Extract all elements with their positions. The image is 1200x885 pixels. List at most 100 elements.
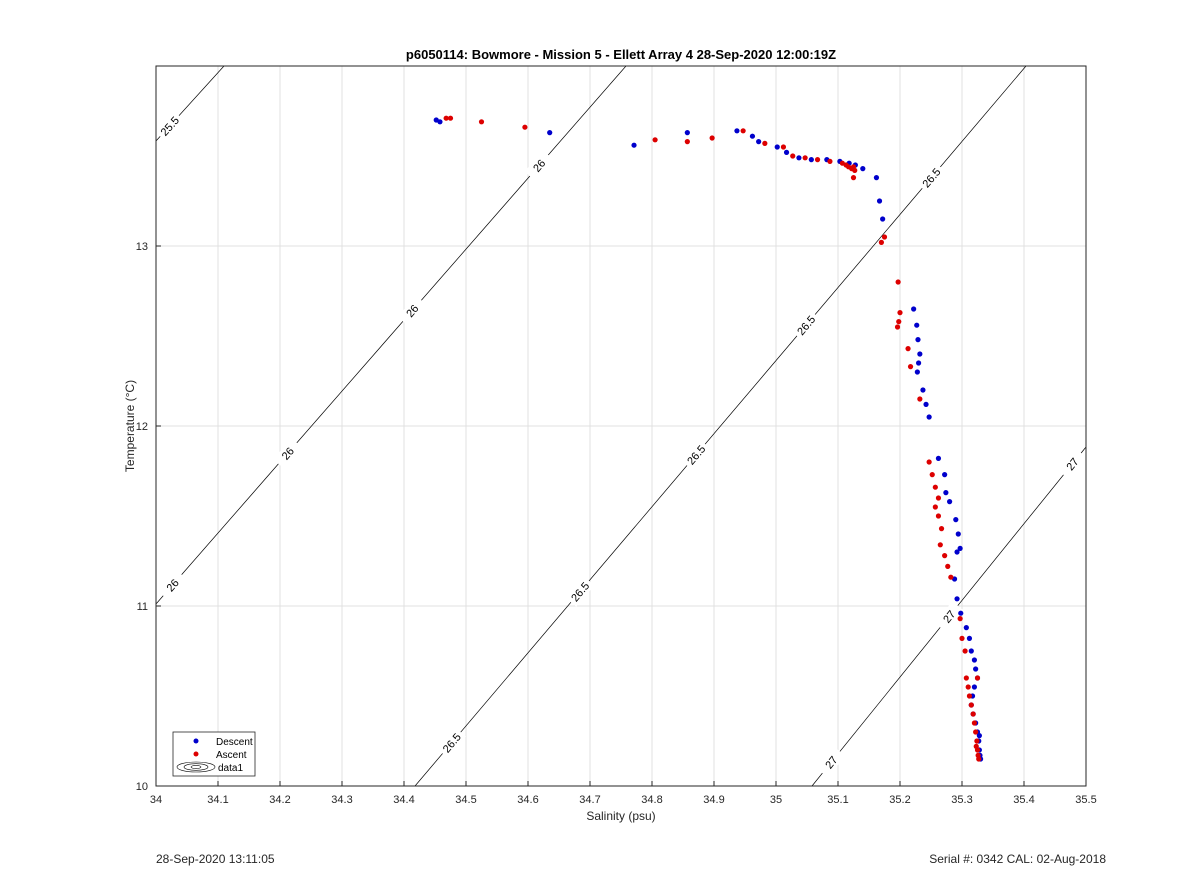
descent-point [808,157,814,163]
ascent-point [881,234,888,240]
ascent-point [963,675,969,681]
x-tick-label: 34.4 [393,794,414,806]
ascent-point [973,729,979,735]
ascent-point [932,504,938,510]
ascent-point [968,702,974,708]
ascent-point [652,137,658,143]
legend-data1-label: data1 [218,763,243,774]
contour-label-bg [565,576,595,607]
descent-point [957,545,963,552]
ascent-point [935,513,942,519]
x-tick-label: 34 [150,794,162,806]
contour-label-bg [157,570,187,601]
contour-label-bg [791,309,821,341]
ascent-point [974,675,981,681]
descent-point [631,142,637,148]
ascent-point [974,738,980,744]
ascent-point [942,553,948,559]
ascent-point [957,616,963,622]
x-tick-label: 34.7 [579,794,600,806]
ascent-point [932,484,938,490]
ascent-point [897,310,903,316]
ascent-point [814,157,821,163]
descent-point [966,635,973,642]
ascent-point [802,155,808,161]
contour-label: 27 [941,609,958,626]
footer-timestamp: 28-Sep-2020 13:11:05 [156,852,275,866]
ascent-point [709,135,715,141]
ascent-point [443,115,449,121]
legend: Descent Ascent data1 [172,731,256,777]
descent-point [920,387,926,393]
contour-label-bg [397,295,427,326]
ascent-point [780,144,787,150]
ascent-point [740,128,746,134]
footer-serial-cal: Serial #: 0342 CAL: 02-Aug-2018 [929,852,1106,866]
descent-point [756,139,762,145]
ascent-point [937,542,943,548]
descent-point [935,455,942,461]
descent-point [917,351,923,357]
contour-label-bg [934,601,964,632]
y-ticks: 10 11 12 13 [136,241,161,793]
grid [155,66,1087,787]
ascent-point [905,346,911,352]
x-tick-label: 34.6 [517,794,538,806]
ascent-point [962,648,968,654]
y-tick-label: 12 [136,421,148,433]
ascent-point [522,124,528,130]
descent-point [734,128,740,134]
x-tick-label: 34.3 [331,794,352,806]
ascent-point [478,119,485,125]
x-axis-label: Salinity (psu) [586,809,655,823]
descent-point [923,401,929,407]
descent-point [915,337,921,343]
descent-point [914,369,920,375]
ascent-point [790,153,796,159]
ascent-point [895,279,901,285]
ascent-point [973,743,979,750]
descent-point [684,130,690,136]
ascent-point [948,574,954,580]
descent-point [947,499,953,505]
x-tick-label: 35.2 [889,794,910,806]
contour-label-bg [437,727,467,759]
contour-label-bg [273,438,303,469]
contour-label: 27 [1065,456,1082,473]
x-tick-label: 35.5 [1075,794,1096,806]
x-tick-label: 34.8 [641,794,662,806]
descent-point [437,119,443,125]
legend-descent-marker [193,738,199,744]
descent-point [880,216,886,222]
contour-label-bg [524,150,554,181]
contour-line [155,65,627,605]
descent-point [942,472,948,478]
y-tick-label: 13 [136,241,148,253]
descent-point [911,306,917,312]
descent-point [973,666,979,672]
ascent-point [971,720,978,726]
descent-point [783,149,790,155]
ascent-point [684,139,690,145]
ascent-point [852,167,858,173]
descent-point [954,596,960,602]
descent-point [914,322,920,328]
descent-point [547,130,553,136]
legend-descent-label: Descent [216,737,253,748]
ascent-point [935,495,942,501]
x-tick-label: 35 [770,794,782,806]
data-points [433,115,984,762]
contour-label-bg [681,439,711,471]
descent-point [963,625,969,631]
legend-contour-icon [176,761,216,773]
ascent-point [926,459,932,465]
ascent-point [878,239,885,245]
descent-point [971,657,978,663]
descent-point [876,198,883,204]
legend-ascent-label: Ascent [216,750,247,761]
y-axis-label: Temperature (°C) [123,380,137,472]
x-tick-label: 34.2 [269,794,290,806]
ascent-point [966,693,973,699]
x-ticks: 34 34.1 34.2 34.3 34.4 34.5 34.6 34.7 34.8 34.9 35… [150,781,1097,806]
descent-point [774,144,780,150]
